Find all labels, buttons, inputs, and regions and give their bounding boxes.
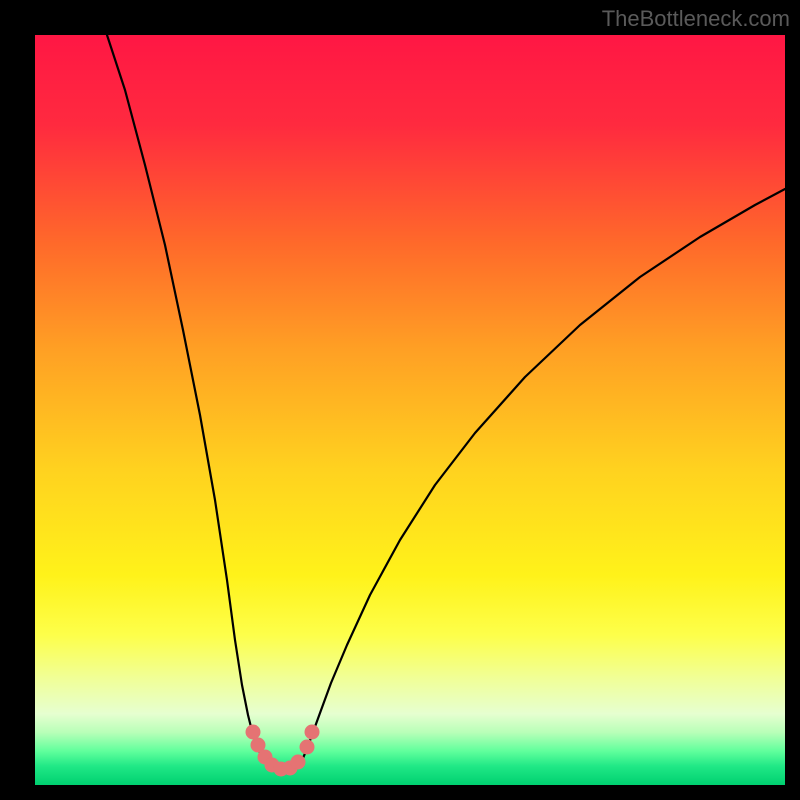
gradient-background	[35, 35, 785, 785]
valley-marker	[291, 755, 306, 770]
watermark-text: TheBottleneck.com	[602, 6, 790, 32]
valley-marker	[305, 725, 320, 740]
chart-plot-area	[35, 35, 785, 785]
valley-marker	[246, 725, 261, 740]
valley-marker	[300, 740, 315, 755]
chart-svg	[35, 35, 785, 785]
